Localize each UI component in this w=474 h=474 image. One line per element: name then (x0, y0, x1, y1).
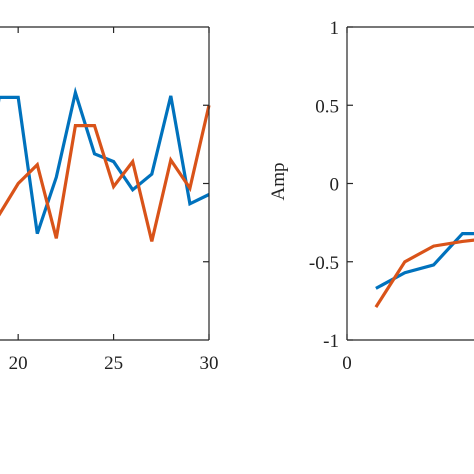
x-tick-label: 25 (104, 353, 123, 374)
y-tick-label: 0 (330, 175, 340, 196)
series-2-line (374, 238, 474, 308)
series-1-line (0, 86, 210, 235)
x-tick-label: 20 (9, 353, 28, 374)
x-tick-label: 30 (200, 353, 219, 374)
y-tick-label: -1 (323, 331, 339, 352)
y-axis-title: Amp (268, 163, 289, 201)
y-tick-label: -0.5 (309, 253, 339, 274)
x-tick-label: 0 (342, 353, 352, 374)
y-tick-label: 1 (330, 18, 340, 39)
series-2-line (0, 104, 211, 242)
y-tick-label: 0.5 (315, 96, 339, 117)
series-1-line (375, 232, 474, 290)
left-chart-panel: 20 25 30 (0, 26, 219, 374)
